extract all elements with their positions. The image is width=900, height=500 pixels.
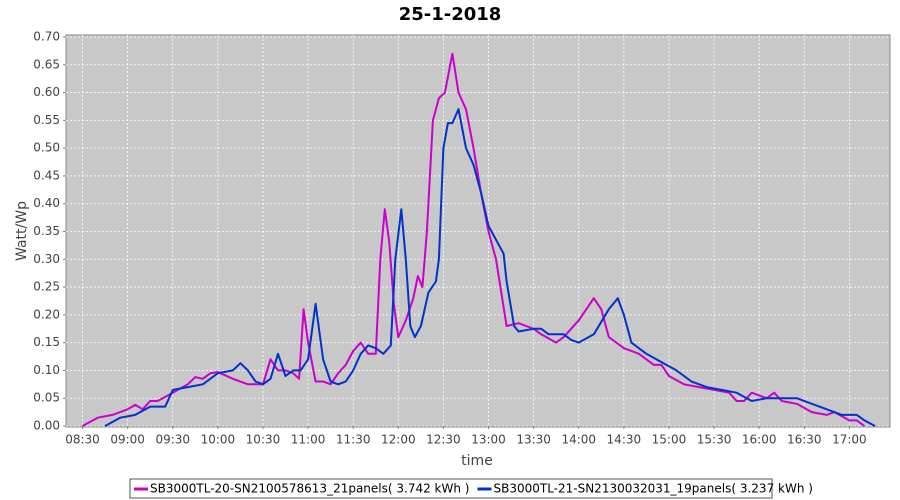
chart-title: 25-1-2018	[399, 4, 502, 25]
x-tick-label: 10:00	[201, 433, 236, 447]
y-tick-label: 0.10	[33, 363, 60, 377]
x-tick-label: 10:30	[246, 433, 281, 447]
y-tick-label: 0.45	[33, 168, 60, 182]
legend-label: SB3000TL-21-SN2130032031_19panels( 3.237…	[493, 482, 812, 496]
y-tick-label: 0.65	[33, 57, 60, 71]
y-tick-label: 0.40	[33, 196, 60, 210]
x-tick-label: 12:30	[426, 433, 461, 447]
x-tick-label: 11:00	[291, 433, 326, 447]
y-tick-label: 0.50	[33, 141, 60, 155]
y-tick-label: 0.05	[33, 391, 60, 405]
y-tick-label: 0.25	[33, 280, 60, 294]
x-tick-label: 09:30	[155, 433, 190, 447]
legend-box	[129, 478, 773, 499]
y-tick-label: 0.15	[33, 335, 60, 349]
legend-label: SB3000TL-20-SN2100578613_21panels( 3.742…	[150, 482, 469, 496]
x-tick-label: 17:00	[832, 433, 867, 447]
y-tick-label: 0.20	[33, 307, 60, 321]
plot-area	[65, 34, 891, 428]
y-tick-label: 0.35	[33, 224, 60, 238]
series-line	[82, 52, 865, 427]
y-tick-label: 0.60	[33, 85, 60, 99]
y-axis-label: Watt/Wp	[14, 201, 30, 261]
x-tick-label: 16:30	[787, 433, 822, 447]
y-tick-label: 0.00	[33, 419, 60, 433]
x-tick-label: 13:30	[516, 433, 551, 447]
x-tick-label: 09:00	[110, 433, 145, 447]
y-tick-label: 0.55	[33, 113, 60, 127]
x-tick-label: 14:00	[561, 433, 596, 447]
x-tick-label: 15:30	[697, 433, 732, 447]
x-tick-label: 15:00	[652, 433, 687, 447]
series-line	[104, 108, 876, 427]
x-tick-label: 14:30	[607, 433, 642, 447]
x-tick-label: 12:00	[381, 433, 416, 447]
x-tick-label: 16:00	[742, 433, 777, 447]
x-tick-label: 08:30	[65, 433, 100, 447]
x-tick-label: 11:30	[336, 433, 371, 447]
y-tick-label: 0.70	[33, 30, 60, 44]
x-tick-label: 13:00	[471, 433, 506, 447]
x-axis-label: time	[461, 453, 493, 469]
y-tick-label: 0.30	[33, 252, 60, 266]
